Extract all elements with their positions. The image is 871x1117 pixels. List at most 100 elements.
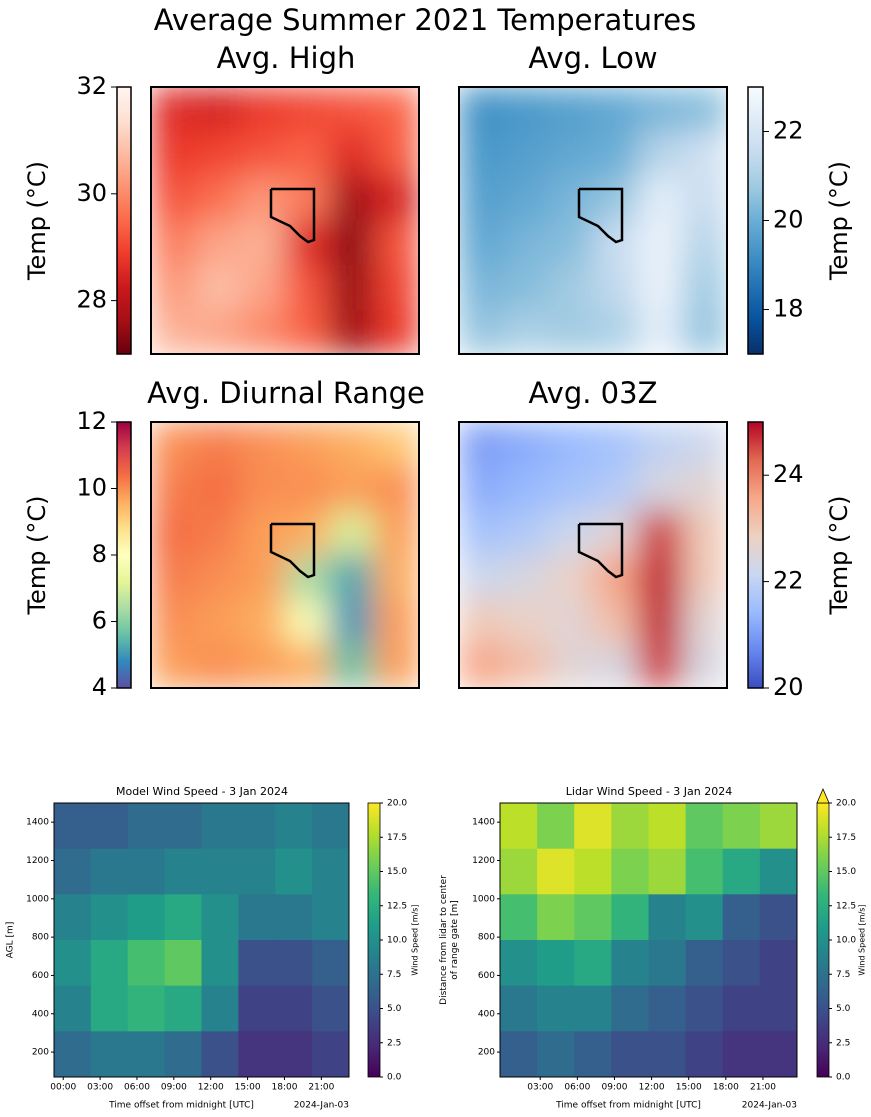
cell — [548, 220, 594, 266]
cell — [54, 985, 92, 1032]
cell — [574, 894, 612, 941]
cell — [240, 422, 286, 467]
cell — [637, 131, 683, 177]
cell — [593, 87, 639, 133]
panel-title: Avg. High — [217, 41, 356, 75]
cell — [637, 466, 683, 512]
colorbar-tick-label: 7.5 — [387, 970, 401, 980]
cell — [574, 1031, 612, 1077]
cell — [722, 848, 761, 895]
cell — [195, 422, 241, 467]
cell — [685, 985, 724, 1032]
cell — [240, 87, 286, 133]
cell — [593, 176, 639, 222]
cell — [548, 265, 594, 311]
colorbar-tick-label: 12.5 — [387, 901, 407, 911]
cell — [238, 894, 276, 941]
x-tick-label: 03:00 — [527, 1083, 553, 1093]
cell — [503, 643, 549, 688]
cell — [682, 599, 727, 645]
panel-title: Avg. 03Z — [529, 376, 658, 410]
plot-frame — [458, 86, 728, 355]
colorbar-tick-label: 0.0 — [387, 1073, 402, 1083]
cell — [593, 643, 639, 688]
cell — [374, 131, 419, 177]
cell — [240, 643, 286, 688]
cell — [682, 466, 727, 512]
cell — [593, 265, 639, 311]
cell — [240, 265, 286, 311]
heatmap — [151, 87, 419, 354]
cell — [574, 985, 612, 1032]
cell — [240, 176, 286, 222]
cell — [722, 1031, 761, 1077]
cell — [151, 422, 197, 467]
cell — [459, 309, 505, 354]
cell — [275, 803, 313, 850]
panel: Lidar Wind Speed - 3 Jan 2024 0.0 2.5 5.0 7.… — [439, 785, 867, 1111]
colorbar-tick-label: 10.0 — [836, 936, 856, 946]
cell — [459, 422, 505, 467]
cell — [637, 555, 683, 600]
colorbar-tick-label: 20 — [773, 673, 804, 701]
cell — [503, 131, 549, 177]
cell — [374, 599, 419, 645]
x-tick-label: 09:00 — [602, 1083, 628, 1093]
figure-title: Average Summer 2021 Temperatures — [154, 3, 696, 37]
y-tick-label: 1200 — [472, 856, 495, 866]
cell — [285, 599, 331, 645]
cell — [548, 643, 594, 688]
cell — [611, 803, 650, 850]
cells — [54, 803, 349, 1077]
cell — [503, 309, 549, 354]
cell — [151, 599, 197, 645]
x-tick-label: 15:00 — [676, 1083, 702, 1093]
cell — [312, 1031, 349, 1077]
cell — [637, 220, 683, 266]
cell — [500, 803, 538, 850]
cell — [285, 265, 331, 311]
cell — [593, 131, 639, 177]
cell — [685, 1031, 724, 1077]
cell — [459, 176, 505, 222]
cell — [195, 510, 241, 556]
cell — [685, 894, 724, 941]
panel: Avg. Diurnal Range 12 10 8 6 4 Temp (°C) — [23, 376, 425, 701]
cell — [90, 848, 129, 895]
cell — [151, 555, 197, 600]
cell — [593, 422, 639, 467]
cell — [648, 940, 687, 987]
cell — [195, 466, 241, 512]
cell — [648, 894, 687, 941]
cell — [151, 176, 197, 222]
cell — [201, 940, 239, 987]
cell — [759, 1031, 797, 1077]
cell — [54, 894, 92, 941]
cell — [90, 1031, 129, 1077]
panel-title: Lidar Wind Speed - 3 Jan 2024 — [566, 785, 732, 798]
cell — [611, 848, 650, 895]
cell — [548, 555, 594, 600]
cell — [164, 940, 203, 987]
colorbar — [747, 86, 764, 355]
cell — [329, 265, 375, 311]
colorbar — [816, 802, 830, 1078]
cells — [151, 422, 419, 688]
cell — [459, 643, 505, 688]
heatmap — [459, 422, 727, 688]
cell — [285, 466, 331, 512]
colorbar-tick-label: 17.5 — [836, 833, 856, 843]
cell — [151, 466, 197, 512]
cell — [240, 220, 286, 266]
cell — [637, 87, 683, 133]
x-tick-label: 18:00 — [272, 1083, 298, 1093]
y-tick-label: 800 — [478, 933, 495, 943]
date-label: 2024-Jan-03 — [742, 1101, 797, 1111]
cell — [374, 220, 419, 266]
colorbar-tick-label: 2.5 — [387, 1038, 401, 1048]
cell — [574, 803, 612, 850]
cell — [548, 87, 594, 133]
cell — [374, 309, 419, 354]
cell — [503, 555, 549, 600]
cell — [240, 466, 286, 512]
